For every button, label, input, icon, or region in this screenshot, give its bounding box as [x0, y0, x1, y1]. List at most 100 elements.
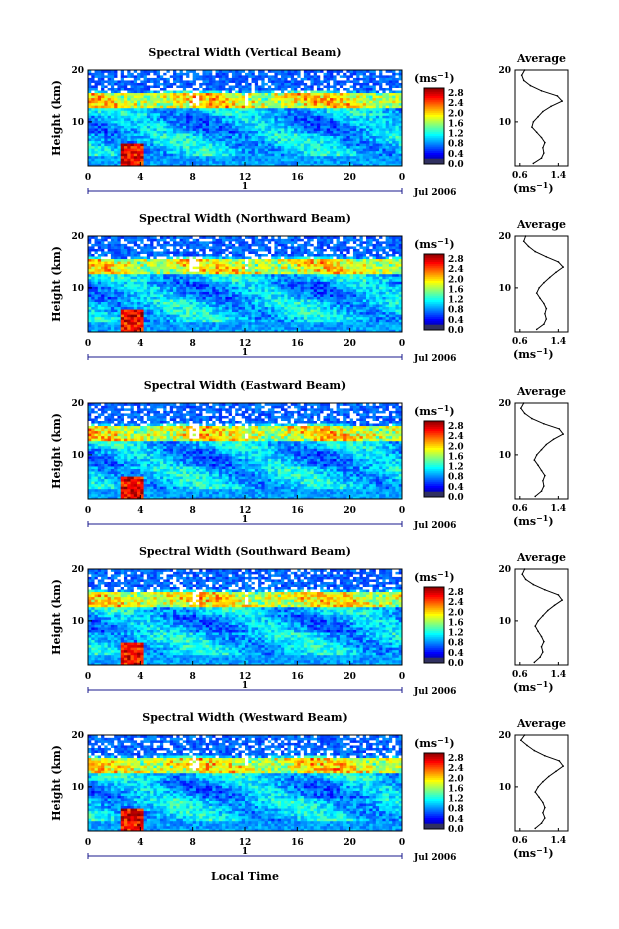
heatmap-cell	[189, 130, 193, 134]
heatmap-cell	[307, 102, 311, 106]
heatmap-cell	[166, 143, 171, 147]
heatmap-cell	[137, 112, 141, 116]
heatmap-cell	[395, 90, 400, 94]
heatmap-cell	[120, 115, 125, 119]
heatmap-cell	[261, 155, 265, 159]
heatmap-cell	[189, 82, 193, 86]
heatmap-cell	[228, 309, 233, 313]
heatmap-cell	[179, 87, 184, 91]
heatmap-cell	[192, 329, 197, 333]
heatmap-cell	[287, 148, 292, 152]
heatmap-cell	[280, 329, 285, 333]
heatmap-cell	[307, 115, 311, 119]
heatmap-cell	[290, 107, 295, 111]
heatmap-cell	[195, 110, 200, 114]
heatmap-cell	[310, 145, 314, 149]
heatmap-cell	[104, 105, 108, 109]
heatmap-cell	[280, 102, 285, 106]
heatmap-cell	[392, 97, 396, 101]
heatmap-cell	[212, 97, 216, 101]
heatmap-cell	[313, 80, 318, 83]
heatmap-cell	[323, 140, 328, 144]
heatmap-cell	[91, 95, 95, 99]
heatmap-cell	[254, 120, 259, 124]
heatmap-cell	[163, 123, 167, 126]
heatmap-cell	[274, 110, 279, 114]
heatmap-cell	[339, 316, 344, 320]
heatmap-cell	[173, 153, 177, 157]
heatmap-cell	[280, 107, 285, 111]
heatmap-cell	[267, 87, 272, 91]
heatmap-cell	[140, 163, 144, 167]
heatmap-cell	[159, 314, 164, 318]
heatmap-cell	[359, 82, 364, 86]
heatmap-cell	[271, 102, 275, 106]
heatmap-cell	[258, 82, 262, 86]
heatmap-cell	[159, 329, 164, 333]
heatmap-cell	[375, 138, 380, 142]
heatmap-cell	[176, 112, 180, 116]
heatmap-cell	[346, 309, 350, 313]
heatmap-cell	[336, 153, 341, 157]
heatmap-cell	[284, 311, 288, 315]
heatmap-cell	[392, 326, 396, 330]
heatmap-cell	[143, 102, 148, 106]
heatmap-cell	[323, 70, 328, 73]
heatmap-cell	[356, 301, 360, 305]
heatmap-cell	[140, 133, 144, 136]
heatmap-cell	[218, 125, 223, 129]
heatmap-cell	[287, 158, 292, 162]
heatmap-cell	[143, 324, 148, 328]
heatmap-cell	[245, 105, 249, 109]
heatmap-cell	[307, 100, 311, 104]
heatmap-cell	[395, 301, 400, 305]
heatmap-cell	[166, 160, 171, 164]
heatmap-cell	[313, 324, 318, 328]
heatmap-cell	[179, 306, 184, 310]
heatmap-cell	[258, 329, 262, 333]
heatmap-cell	[277, 163, 282, 167]
heatmap-cell	[159, 100, 164, 104]
heatmap-cell	[215, 70, 220, 73]
heatmap-cell	[179, 140, 184, 144]
heatmap-cell	[166, 309, 171, 313]
heatmap-cell	[297, 87, 301, 91]
heatmap-cell	[297, 319, 301, 323]
heatmap-cell	[326, 138, 331, 142]
heatmap-cell	[133, 97, 138, 101]
heatmap-cell	[225, 87, 229, 91]
heatmap-cell	[382, 123, 386, 126]
heatmap-cell	[163, 135, 167, 139]
heatmap-cell	[228, 148, 233, 152]
heatmap-cell	[379, 120, 383, 124]
heatmap-cell	[316, 319, 321, 323]
heatmap-cell	[326, 309, 331, 313]
heatmap-cell	[346, 75, 350, 78]
heatmap-cell	[140, 148, 144, 152]
heatmap-cell	[303, 75, 308, 78]
heatmap-cell	[94, 102, 99, 106]
heatmap-cell	[123, 143, 128, 147]
heatmap-cell	[300, 150, 305, 154]
heatmap-cell	[186, 130, 190, 134]
heatmap-cell	[110, 309, 115, 313]
heatmap-cell	[294, 70, 298, 73]
heatmap-cell	[303, 80, 308, 83]
heatmap-cell	[271, 314, 275, 318]
heatmap-cell	[163, 160, 167, 164]
heatmap-cell	[202, 163, 207, 167]
heatmap-cell	[290, 100, 295, 104]
heatmap-cell	[173, 92, 177, 96]
heatmap-cell	[209, 160, 213, 164]
heatmap-cell	[343, 306, 347, 310]
heatmap-cell	[176, 82, 180, 86]
heatmap-cell	[176, 75, 180, 78]
heatmap-cell	[297, 140, 301, 144]
heatmap-cell	[336, 321, 341, 325]
heatmap-cell	[388, 311, 393, 315]
heatmap-cell	[159, 70, 164, 73]
heatmap-cell	[326, 70, 331, 73]
heatmap-cell	[179, 304, 184, 308]
heatmap-cell	[375, 324, 380, 328]
heatmap-cell	[222, 118, 226, 121]
